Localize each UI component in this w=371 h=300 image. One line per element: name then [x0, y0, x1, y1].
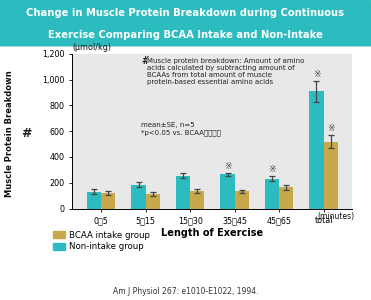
Text: Muscle protein breakdown: Amount of amino
acids calculated by subtracting amount: Muscle protein breakdown: Amount of amin…	[147, 58, 304, 85]
Bar	[220, 174, 234, 208]
Bar	[265, 179, 279, 208]
Bar	[190, 191, 204, 208]
Text: Change in Muscle Protein Breakdown during Continuous: Change in Muscle Protein Breakdown durin…	[26, 8, 345, 18]
Text: Muscle Protein Breakdown: Muscle Protein Breakdown	[5, 70, 14, 197]
Bar	[176, 176, 190, 208]
Text: (μmol/kg): (μmol/kg)	[72, 43, 111, 52]
Bar	[324, 142, 338, 208]
Bar	[101, 193, 115, 208]
Text: #: #	[141, 56, 149, 66]
Text: ※: ※	[224, 161, 231, 170]
Bar	[131, 185, 146, 208]
Legend: BCAA intake group, Non-intake group: BCAA intake group, Non-intake group	[53, 231, 150, 251]
X-axis label: Length of Exercise: Length of Exercise	[161, 228, 263, 238]
Text: ※: ※	[313, 70, 320, 79]
Text: ※: ※	[268, 165, 276, 174]
Text: Am J Physiol 267: e1010-E1022, 1994.: Am J Physiol 267: e1010-E1022, 1994.	[113, 287, 258, 296]
Bar	[146, 194, 160, 208]
Text: #: #	[22, 127, 32, 140]
Text: ※: ※	[327, 124, 334, 133]
Bar	[234, 191, 249, 208]
Bar	[279, 187, 293, 208]
FancyBboxPatch shape	[0, 0, 371, 46]
Text: Exercise Comparing BCAA Intake and Non-Intake: Exercise Comparing BCAA Intake and Non-I…	[48, 30, 323, 40]
Text: (minutes): (minutes)	[317, 212, 354, 220]
Bar	[309, 91, 324, 208]
Bar	[87, 192, 101, 208]
Text: mean±SE, n=5
*p<0.05 vs. BCAA非提取時: mean±SE, n=5 *p<0.05 vs. BCAA非提取時	[141, 122, 221, 136]
